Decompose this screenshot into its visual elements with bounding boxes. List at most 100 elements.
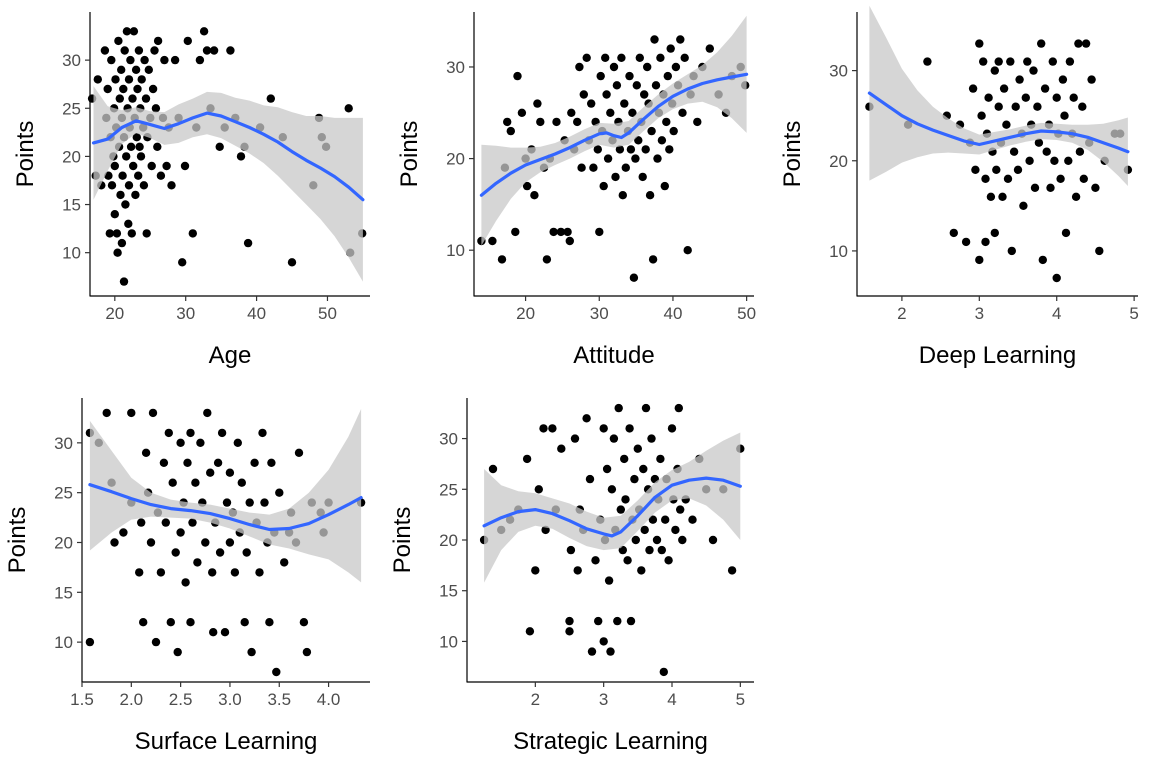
data-point bbox=[981, 237, 990, 247]
data-point bbox=[188, 518, 197, 527]
x-tick-label: 20 bbox=[516, 304, 535, 323]
smooth-line bbox=[479, 72, 749, 197]
data-point bbox=[222, 498, 232, 507]
data-point bbox=[114, 36, 123, 46]
data-point bbox=[1091, 183, 1100, 192]
data-point bbox=[606, 108, 615, 118]
x-tick-label: 50 bbox=[737, 304, 756, 323]
data-point bbox=[208, 568, 217, 577]
data-point bbox=[522, 454, 532, 464]
confidence-ribbon bbox=[89, 409, 362, 583]
data-point bbox=[652, 535, 662, 545]
data-point bbox=[1015, 75, 1024, 84]
data-point bbox=[614, 403, 623, 413]
data-point bbox=[1040, 84, 1050, 93]
x-tick-label: 2 bbox=[897, 304, 906, 323]
data-point bbox=[111, 75, 120, 84]
x-tick-label: 30 bbox=[590, 304, 609, 323]
data-point bbox=[640, 525, 649, 535]
data-point bbox=[534, 485, 543, 494]
data-point bbox=[272, 667, 281, 677]
data-point bbox=[183, 458, 192, 467]
data-point bbox=[107, 181, 117, 190]
data-point bbox=[146, 538, 156, 547]
data-point bbox=[599, 637, 608, 646]
x-axis-title: Deep Learning bbox=[919, 342, 1076, 369]
data-point bbox=[662, 117, 671, 127]
data-point bbox=[615, 145, 625, 154]
data-point bbox=[653, 154, 662, 163]
data-point bbox=[287, 258, 297, 267]
data-point bbox=[582, 414, 591, 423]
data-point bbox=[302, 647, 312, 657]
panel-age: 20 30 40 50 10 15 20 25 30 Age Points bbox=[12, 12, 370, 369]
x-tick-label: 2 bbox=[531, 690, 540, 709]
data-point bbox=[488, 464, 498, 474]
data-point bbox=[979, 57, 988, 66]
data-point bbox=[124, 181, 134, 190]
data-point bbox=[1052, 93, 1061, 102]
data-point bbox=[186, 618, 195, 627]
data-point bbox=[621, 495, 630, 504]
smooth-line bbox=[482, 476, 742, 538]
data-point bbox=[599, 424, 608, 433]
x-tick-label: 3 bbox=[599, 690, 608, 709]
data-point bbox=[609, 434, 619, 443]
data-point bbox=[632, 81, 641, 90]
data-point bbox=[230, 568, 240, 577]
data-point bbox=[119, 84, 128, 94]
data-point bbox=[517, 108, 527, 118]
data-point bbox=[225, 468, 235, 477]
data-point bbox=[625, 71, 634, 81]
y-tick-label: 25 bbox=[439, 480, 458, 499]
data-point bbox=[199, 27, 209, 36]
data-point bbox=[164, 428, 173, 438]
data-point bbox=[643, 62, 652, 72]
data-point bbox=[566, 545, 576, 555]
data-point bbox=[209, 46, 219, 55]
data-point bbox=[604, 576, 614, 585]
data-point bbox=[999, 84, 1009, 93]
data-point bbox=[102, 408, 111, 418]
data-point bbox=[1061, 228, 1071, 238]
data-point bbox=[975, 255, 984, 265]
data-point bbox=[183, 36, 192, 46]
data-point bbox=[128, 94, 137, 103]
y-tick-label: 10 bbox=[62, 244, 81, 263]
data-point bbox=[122, 27, 132, 36]
data-point bbox=[656, 454, 665, 464]
panel-surface: 1.5 2.0 2.5 3.0 3.5 4.0 10 15 20 25 30 Surface Lear… bbox=[4, 398, 370, 755]
data-point bbox=[1003, 174, 1013, 183]
data-point bbox=[151, 637, 161, 647]
data-point bbox=[160, 55, 169, 65]
data-point bbox=[162, 161, 171, 171]
x-tick-label: 3.0 bbox=[218, 690, 242, 709]
data-point bbox=[536, 117, 545, 127]
y-tick-label: 30 bbox=[62, 51, 81, 70]
data-point bbox=[161, 518, 170, 527]
data-point bbox=[191, 478, 200, 487]
data-point bbox=[606, 647, 615, 656]
y-tick-label: 15 bbox=[54, 583, 73, 602]
data-point bbox=[669, 126, 678, 136]
data-point bbox=[1029, 66, 1038, 75]
data-point bbox=[651, 81, 661, 90]
data-point bbox=[582, 53, 591, 62]
smooth-line bbox=[88, 483, 363, 532]
data-point bbox=[176, 438, 185, 447]
data-point bbox=[616, 505, 625, 514]
data-point bbox=[990, 66, 999, 75]
data-point bbox=[1052, 273, 1061, 283]
y-tick-label: 10 bbox=[439, 632, 458, 651]
data-point bbox=[674, 403, 683, 413]
x-tick-label: 3.5 bbox=[267, 690, 291, 709]
data-point bbox=[148, 408, 158, 418]
data-point bbox=[1074, 39, 1083, 48]
data-point bbox=[513, 71, 522, 81]
data-point bbox=[645, 545, 654, 555]
data-point bbox=[548, 424, 557, 433]
data-point bbox=[1011, 102, 1020, 111]
data-point bbox=[539, 424, 548, 433]
x-axis-title: Age bbox=[209, 342, 252, 369]
y-tick-label: 20 bbox=[54, 533, 73, 552]
